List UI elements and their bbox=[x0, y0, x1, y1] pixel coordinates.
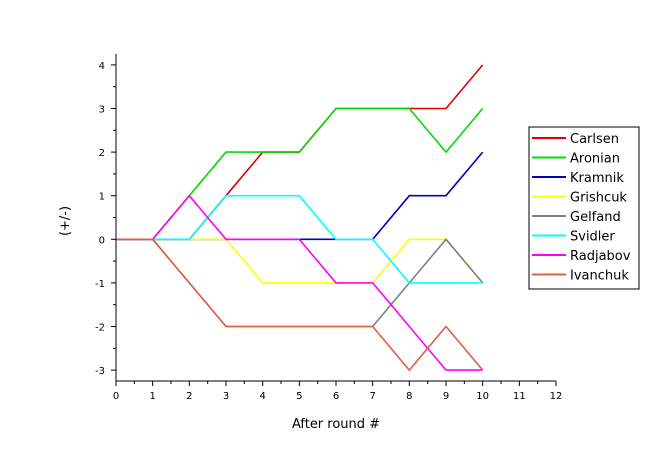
x-tick-label: 11 bbox=[513, 391, 526, 402]
y-axis-label: (+/-) bbox=[58, 206, 73, 236]
legend-label-aronian: Aronian bbox=[570, 152, 620, 167]
x-tick-label: 6 bbox=[333, 391, 339, 402]
legend: Carlsen Aronian Kramnik Grishcuk Gelfand Svid… bbox=[528, 126, 640, 290]
x-tick-label: 3 bbox=[223, 391, 229, 402]
x-tick-label: 9 bbox=[443, 391, 449, 402]
legend-label-gelfand: Gelfand bbox=[570, 210, 621, 225]
series-line-aronian bbox=[116, 107, 484, 241]
x-tick-label: 1 bbox=[149, 391, 155, 402]
y-tick-label: 1 bbox=[99, 192, 105, 203]
x-tick-label: 8 bbox=[406, 391, 412, 402]
series-line-svidler bbox=[116, 194, 483, 284]
y-tick-label: 0 bbox=[99, 235, 105, 246]
legend-box bbox=[528, 126, 640, 290]
x-tick-label: 4 bbox=[259, 391, 265, 402]
legend-label-radjabov: Radjabov bbox=[570, 249, 631, 264]
x-axis-label: After round # bbox=[292, 417, 380, 432]
series-line-radjabov bbox=[116, 194, 483, 371]
y-tick-label: -2 bbox=[95, 323, 105, 334]
x-tick-label: 10 bbox=[476, 391, 489, 402]
y-tick-label: -3 bbox=[95, 366, 105, 377]
x-tick-label: 7 bbox=[369, 391, 375, 402]
legend-label-grishcuk: Grishcuk bbox=[570, 191, 627, 206]
series-line-ivanchuk bbox=[116, 238, 484, 372]
legend-label-kramnik: Kramnik bbox=[570, 171, 624, 186]
y-tick-label: 4 bbox=[99, 61, 105, 72]
plot-series bbox=[116, 64, 484, 372]
x-tick-label: 0 bbox=[113, 391, 119, 402]
legend-label-svidler: Svidler bbox=[570, 230, 615, 245]
legend-label-carlsen: Carlsen bbox=[570, 132, 619, 147]
y-tick-label: -1 bbox=[95, 279, 105, 290]
y-tick-label: 3 bbox=[99, 105, 105, 116]
legend-label-ivanchuk: Ivanchuk bbox=[570, 269, 629, 284]
x-tick-label: 12 bbox=[550, 391, 563, 402]
y-tick-label: 2 bbox=[99, 148, 105, 159]
x-tick-label: 5 bbox=[296, 391, 302, 402]
x-tick-label: 2 bbox=[186, 391, 192, 402]
